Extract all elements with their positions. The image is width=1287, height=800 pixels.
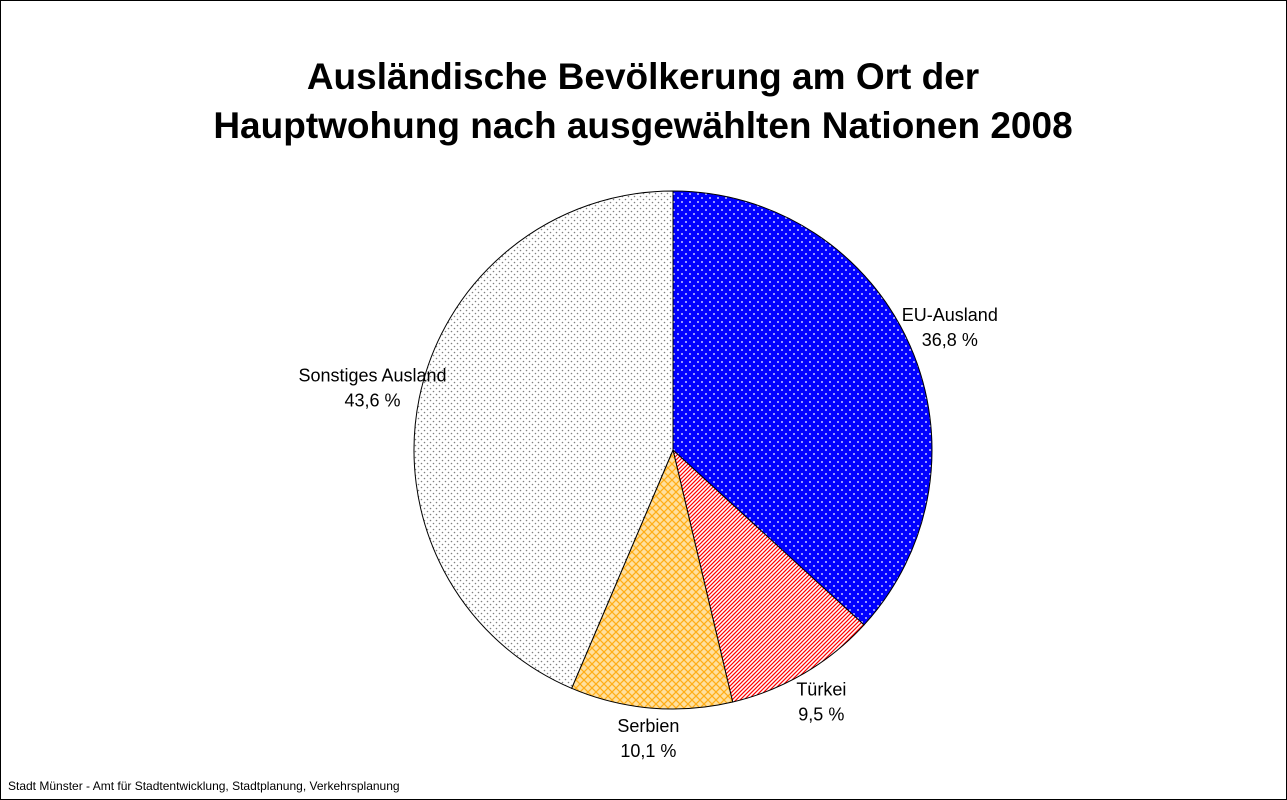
slice-label: EU-Ausland: [902, 305, 998, 325]
source-note: Stadt Münster - Amt für Stadtentwicklung…: [8, 779, 400, 793]
slice-value-label: 36,8 %: [922, 330, 978, 350]
pie-slice: [672, 448, 865, 703]
slice-value-label: 43,6 %: [344, 391, 400, 411]
chart-title: Ausländische Bevölkerung am Ort der: [307, 56, 979, 97]
slice-label: Serbien: [617, 716, 679, 736]
pie-slice: [413, 190, 674, 689]
slice-label: Türkei: [796, 679, 846, 699]
pie-slice: [570, 448, 734, 710]
slice-value-label: 9,5 %: [798, 704, 844, 724]
chart-title: Hauptwohung nach ausgewählten Nationen 2…: [213, 105, 1072, 146]
pie-slice: [672, 190, 933, 626]
slice-value-label: 10,1 %: [620, 741, 676, 761]
slice-label: Sonstiges Ausland: [298, 366, 446, 386]
